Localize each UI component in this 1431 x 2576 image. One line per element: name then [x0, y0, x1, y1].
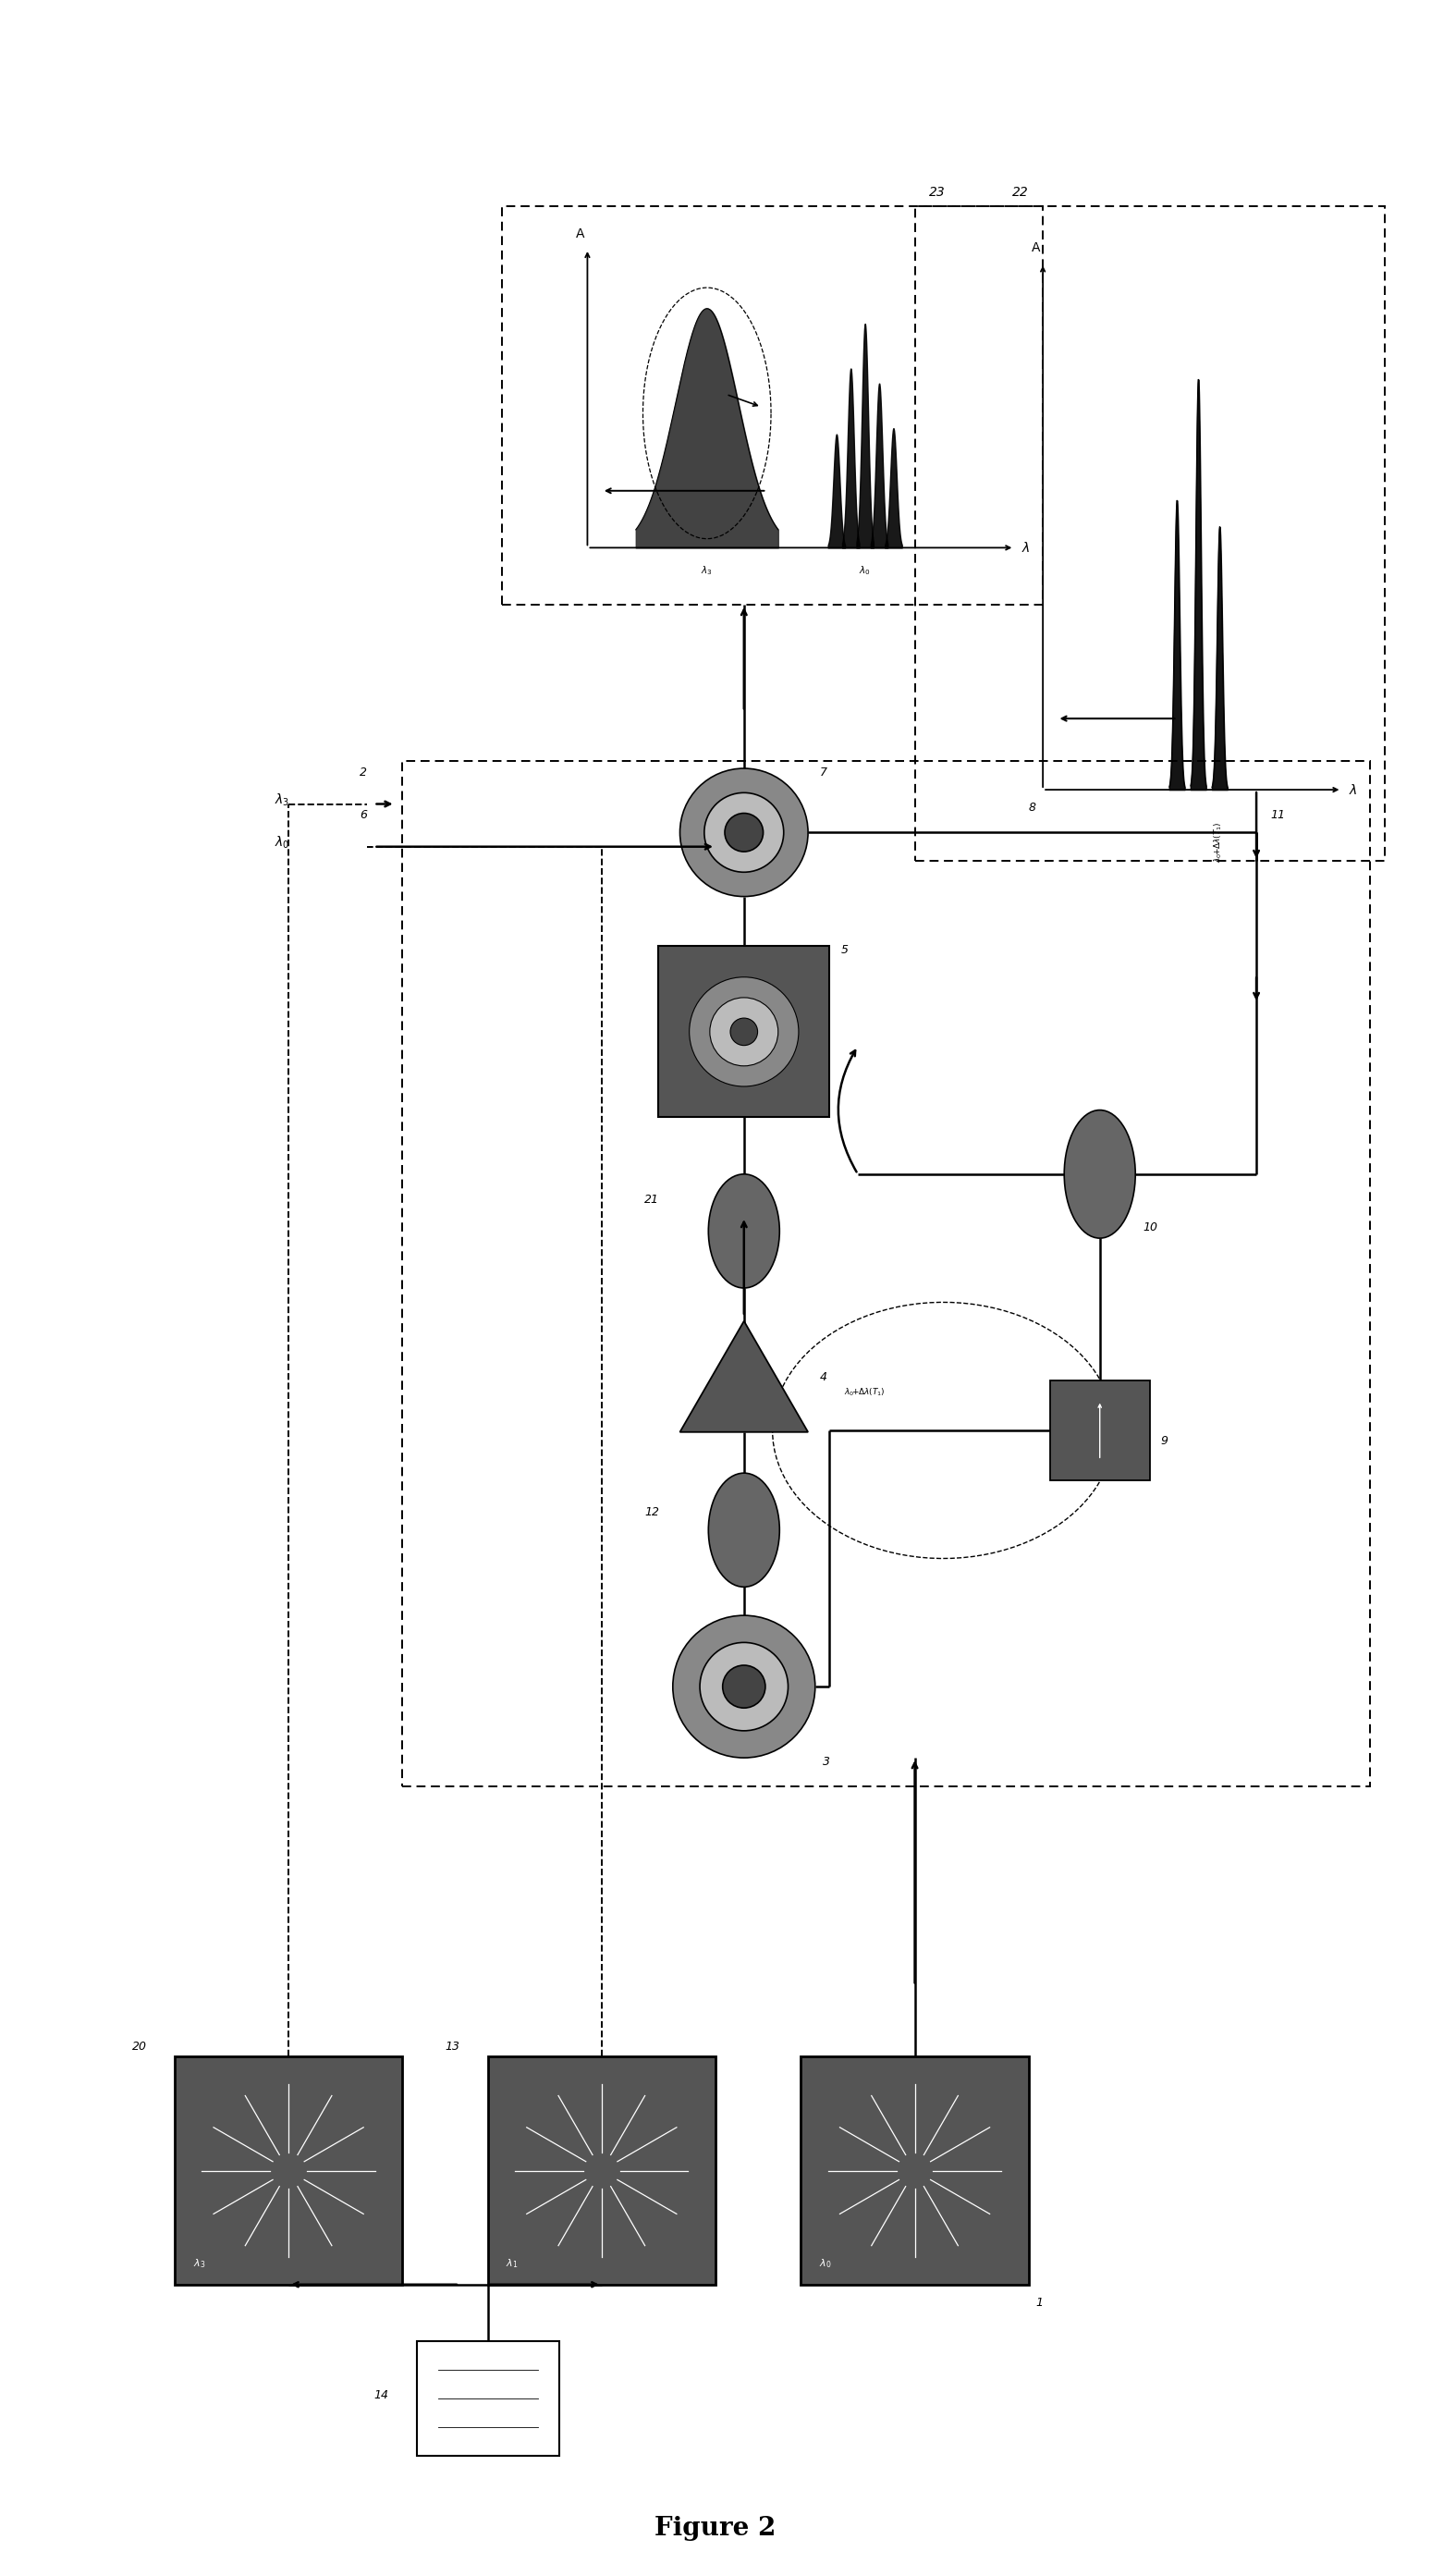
Text: 6: 6 — [359, 809, 368, 822]
Text: 4: 4 — [820, 1370, 827, 1383]
Ellipse shape — [708, 1473, 780, 1587]
Text: $\lambda_3$: $\lambda_3$ — [701, 564, 713, 577]
Circle shape — [704, 793, 784, 873]
Text: $\lambda_0$: $\lambda_0$ — [275, 835, 289, 850]
Circle shape — [723, 1664, 766, 1708]
Circle shape — [710, 997, 778, 1066]
Bar — [175, 2056, 402, 2285]
Circle shape — [690, 976, 798, 1087]
Circle shape — [724, 814, 763, 853]
Text: 3: 3 — [823, 1757, 830, 1767]
Text: 7: 7 — [820, 765, 827, 778]
Text: 5: 5 — [841, 945, 849, 956]
Text: A: A — [1032, 242, 1040, 255]
Text: 2: 2 — [359, 765, 368, 778]
Bar — [1050, 1381, 1149, 1481]
Circle shape — [730, 1018, 757, 1046]
Text: 10: 10 — [1142, 1221, 1158, 1234]
Bar — [658, 945, 830, 1118]
Text: 21: 21 — [644, 1193, 660, 1206]
Text: 11: 11 — [1271, 809, 1285, 822]
Text: Figure 2: Figure 2 — [655, 2517, 776, 2540]
Bar — [914, 206, 1384, 860]
Ellipse shape — [708, 1175, 780, 1288]
Text: $\lambda_{3}$: $\lambda_{3}$ — [193, 2257, 205, 2269]
Text: 22: 22 — [1012, 185, 1029, 198]
Ellipse shape — [1065, 1110, 1135, 1239]
Circle shape — [680, 768, 809, 896]
Polygon shape — [680, 1321, 809, 1432]
Text: $\lambda_0$: $\lambda_0$ — [859, 564, 871, 577]
Bar — [416, 2342, 560, 2455]
Text: 23: 23 — [929, 185, 946, 198]
Text: 20: 20 — [132, 2040, 147, 2053]
Bar — [502, 206, 1043, 605]
Text: $\lambda_0\!\!+\!\!\Delta\lambda(T_1)$: $\lambda_0\!\!+\!\!\Delta\lambda(T_1)$ — [844, 1386, 884, 1399]
Text: $\lambda_{0}$: $\lambda_{0}$ — [819, 2257, 831, 2269]
Text: 9: 9 — [1161, 1435, 1168, 1448]
Text: 13: 13 — [445, 2040, 459, 2053]
Text: $\lambda$: $\lambda$ — [1022, 541, 1030, 554]
Text: $\lambda_{1}$: $\lambda_{1}$ — [507, 2257, 518, 2269]
Text: $\lambda$: $\lambda$ — [1349, 783, 1358, 796]
Circle shape — [673, 1615, 816, 1757]
Bar — [488, 2056, 716, 2285]
Text: 1: 1 — [1036, 2298, 1043, 2308]
Circle shape — [700, 1643, 788, 1731]
Text: A: A — [575, 227, 585, 240]
Text: $\lambda_3$: $\lambda_3$ — [275, 791, 289, 809]
Text: 14: 14 — [373, 2388, 389, 2401]
Text: 12: 12 — [644, 1507, 660, 1517]
Bar — [801, 2056, 1029, 2285]
Text: $\lambda_0\!\!+\!\!\Delta\lambda(T_1)$: $\lambda_0\!\!+\!\!\Delta\lambda(T_1)$ — [1212, 822, 1224, 863]
Text: 8: 8 — [1029, 801, 1036, 814]
Bar — [402, 762, 1371, 1785]
